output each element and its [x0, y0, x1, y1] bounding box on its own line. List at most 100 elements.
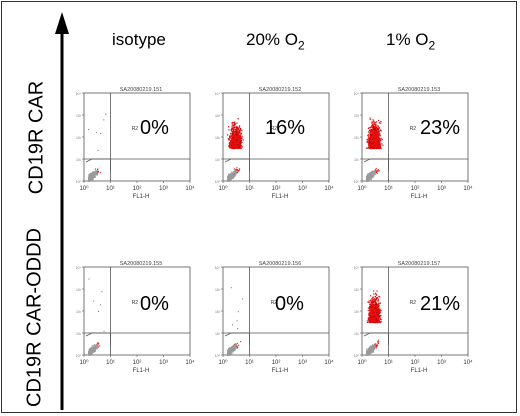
event-dot: [378, 126, 380, 129]
event-dot: [375, 121, 377, 123]
event-dot: [375, 139, 377, 141]
event-dot: [233, 174, 235, 176]
event-dot: [236, 126, 238, 128]
event-dot: [376, 140, 379, 142]
y-tick-label: 10⁰: [76, 354, 82, 358]
event-dot: [372, 347, 375, 349]
event-dot: [239, 140, 241, 142]
event-dot: [378, 131, 380, 133]
y-tick-label: 10¹: [215, 158, 221, 162]
event-dot: [233, 131, 236, 133]
event-dot: [232, 145, 234, 147]
event-dot: [238, 130, 240, 133]
event-dot: [94, 347, 96, 349]
y-tick-label: 10²: [354, 310, 360, 314]
event-dot: [230, 173, 232, 175]
event-dot: [227, 175, 229, 177]
event-dot: [229, 176, 231, 178]
percent-label: 0%: [275, 293, 304, 315]
event-dot: [100, 133, 102, 135]
event-dot: [369, 137, 371, 139]
event-dot: [97, 346, 99, 348]
event-dot: [375, 131, 378, 133]
event-dot: [230, 179, 232, 181]
event-dot: [234, 126, 236, 128]
event-dot: [375, 144, 377, 146]
event-dot: [91, 179, 93, 181]
event-dot: [375, 146, 377, 148]
event-dot: [372, 126, 375, 128]
event-dot: [236, 345, 238, 347]
event-dot: [371, 135, 373, 138]
event-dot: [233, 171, 235, 173]
event-dot: [96, 348, 99, 350]
gate-polygon: [224, 332, 250, 345]
event-dot: [229, 142, 231, 144]
event-dot: [236, 147, 238, 149]
event-dot: [235, 126, 238, 128]
event-dot: [233, 127, 236, 129]
event-dot: [240, 137, 242, 139]
y-tick-label: 10⁴: [354, 92, 360, 96]
event-dot: [373, 130, 375, 132]
event-dot: [378, 147, 381, 149]
event-dot: [369, 352, 371, 354]
event-dot: [374, 131, 376, 134]
event-dot: [228, 180, 230, 182]
gate-polygon: [224, 158, 250, 171]
percent-label: 0%: [140, 293, 169, 315]
event-dot: [229, 135, 231, 137]
event-dot: [368, 133, 370, 136]
event-dot: [377, 134, 379, 136]
event-dot: [367, 176, 370, 178]
event-dot: [375, 129, 377, 131]
event-dot: [238, 145, 240, 148]
event-dot: [93, 176, 96, 178]
event-dot: [97, 168, 99, 170]
x-tick-label: 10⁴: [324, 185, 334, 192]
event-dot: [227, 351, 229, 353]
x-tick-label: 10²: [133, 360, 142, 366]
event-dot: [232, 173, 234, 176]
event-dot: [228, 146, 230, 148]
event-dot: [235, 138, 237, 140]
event-dot: [232, 135, 234, 137]
event-dot: [95, 172, 97, 175]
event-dot: [374, 170, 376, 172]
event-dot: [236, 142, 239, 145]
event-dot: [237, 136, 239, 138]
event-dot: [238, 137, 240, 139]
event-dot: [378, 133, 380, 135]
event-dot: [231, 176, 234, 179]
gate-label: R2: [271, 300, 278, 306]
event-dot: [370, 131, 372, 133]
event-dot: [236, 133, 238, 135]
event-dot: [94, 175, 96, 177]
event-dot: [232, 147, 235, 149]
event-dot: [372, 133, 375, 135]
event-dot: [377, 144, 379, 146]
x-tick-label: 10⁴: [185, 185, 195, 192]
event-dot: [236, 126, 238, 129]
event-dot: [369, 349, 371, 351]
event-dot: [367, 173, 369, 175]
event-dot: [372, 135, 375, 138]
event-dot: [237, 142, 239, 144]
event-dot: [231, 135, 233, 137]
x-tick-label: 10³: [298, 360, 307, 366]
event-dot: [233, 134, 235, 136]
event-dot: [230, 176, 232, 178]
event-dot: [229, 147, 231, 149]
event-dot: [378, 140, 380, 142]
event-dot: [372, 172, 375, 174]
event-dot: [238, 169, 240, 171]
event-dot: [90, 178, 92, 180]
event-dot: [369, 346, 371, 349]
event-dot: [367, 354, 369, 356]
event-dot: [373, 139, 375, 141]
event-dot: [371, 125, 374, 127]
event-dot: [367, 174, 369, 177]
event-dot: [231, 347, 233, 349]
